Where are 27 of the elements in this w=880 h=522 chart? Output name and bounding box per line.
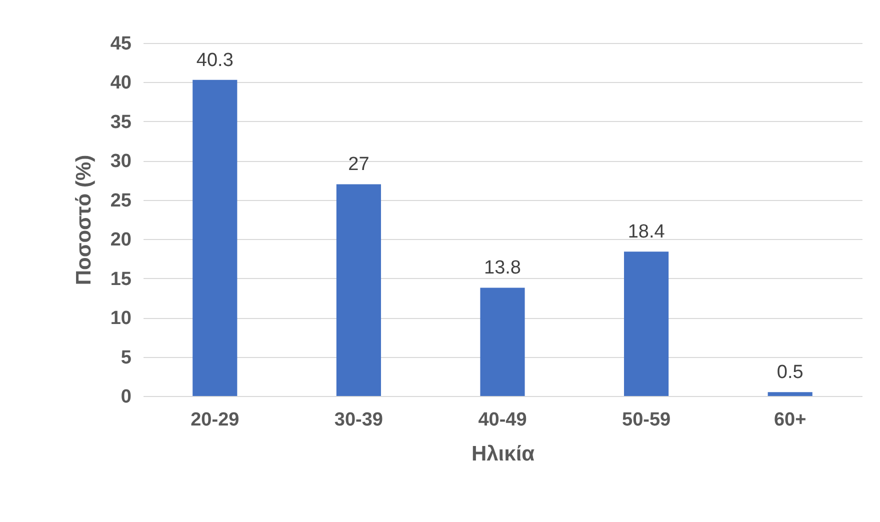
data-label: 27	[348, 154, 370, 176]
data-label: 40.3	[196, 50, 234, 71]
bar	[768, 392, 812, 396]
y-tick-label: 45	[110, 34, 132, 54]
data-label: 0.5	[776, 362, 804, 384]
data-label: 18.4	[628, 222, 666, 243]
data-label: 13.8	[484, 258, 521, 279]
y-tick-label: 0	[120, 386, 132, 408]
y-tick-label: 5	[120, 347, 132, 368]
bar	[480, 288, 525, 396]
x-tick-label: 20-29	[190, 410, 240, 430]
x-tick-label: 40-49	[478, 410, 527, 430]
y-tick-label: 10	[110, 308, 132, 330]
y-axis-title: Ποσοστό (%)	[72, 154, 96, 286]
bar	[192, 80, 238, 396]
y-tick-label: 30	[110, 151, 132, 172]
y-tick-label: 20	[110, 230, 132, 251]
y-tick-label: 35	[110, 112, 132, 133]
x-tick-label: 30-39	[334, 410, 384, 430]
bar	[336, 184, 381, 396]
x-tick-label: 60+	[774, 410, 806, 430]
bar	[624, 252, 669, 396]
x-axis-title: Ηλικία	[471, 442, 535, 466]
x-tick-label: 50-59	[622, 410, 671, 430]
y-tick-label: 15	[110, 268, 132, 290]
y-tick-label: 25	[110, 190, 132, 212]
y-tick-label: 40	[110, 72, 132, 94]
